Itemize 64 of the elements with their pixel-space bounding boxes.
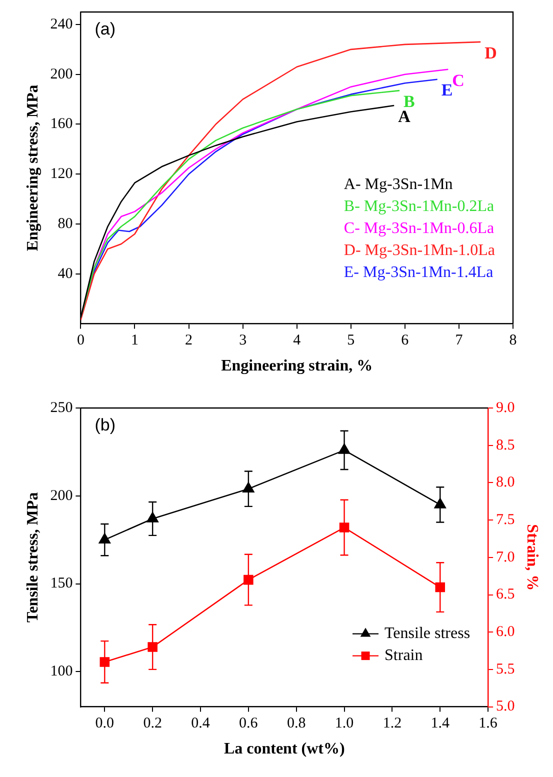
- x-tick-label: 1: [130, 332, 138, 349]
- y-tick-label: 100: [50, 664, 73, 680]
- y2-tick-label: 5.5: [496, 661, 515, 678]
- x-tick-label: 5: [347, 332, 355, 349]
- text: A- Mg-3Sn-1Mn: [344, 176, 453, 194]
- y-tick-label: 40: [58, 266, 73, 282]
- y2-tick-label: 7.5: [496, 512, 515, 528]
- y2-tick-label: 6.5: [496, 586, 515, 603]
- y-tick-label: 250: [50, 400, 73, 416]
- y2-tick-label: 5.0: [496, 698, 515, 715]
- point: [98, 533, 111, 544]
- x-tick-label: 0.2: [143, 716, 162, 732]
- annotation: D: [484, 43, 497, 62]
- x-tick-label: 4: [293, 332, 302, 349]
- point: [435, 582, 446, 592]
- x-tick-label: 1.4: [430, 716, 450, 732]
- y-tick-label: 200: [50, 488, 73, 504]
- point: [148, 642, 158, 652]
- y-tick-label: 80: [58, 216, 73, 232]
- x-tick-label: 1.6: [478, 716, 498, 732]
- text: C- Mg-3Sn-1Mn-0.6La: [344, 220, 494, 238]
- annotation: E: [441, 80, 453, 100]
- point: [338, 444, 350, 454]
- x-tick-label: 1.0: [334, 716, 354, 732]
- text: D- Mg-3Sn-1Mn-1.0La: [344, 242, 495, 260]
- x-tick-label: 8: [509, 332, 517, 349]
- y2-tick-label: 8.5: [496, 437, 515, 454]
- y2-tick-label: 9.0: [496, 400, 515, 416]
- x-tick-label: 0: [76, 332, 84, 349]
- x-tick-label: 2: [185, 332, 193, 349]
- y2-axis-title: Strain, %: [523, 524, 540, 591]
- annotation: (a): [94, 20, 116, 39]
- text: E- Mg-3Sn-1Mn-1.4La: [344, 264, 494, 282]
- x-tick-label: 6: [401, 332, 410, 349]
- y2-tick-label: 6.0: [496, 624, 515, 640]
- annotation: C: [452, 70, 464, 90]
- x-axis-title: La content (wt%): [224, 740, 345, 758]
- annotation: (b): [94, 416, 116, 435]
- x-tick-label: 1.2: [382, 716, 402, 732]
- y-tick-label: 240: [50, 16, 73, 32]
- x-tick-label: 7: [455, 332, 464, 349]
- x-tick-label: 0.6: [239, 716, 258, 732]
- point: [146, 512, 158, 522]
- y-tick-label: 120: [50, 166, 73, 182]
- y-tick-label: 200: [50, 66, 73, 82]
- x-tick-label: 0.4: [191, 716, 210, 732]
- legend-label: Tensile stress: [384, 625, 470, 642]
- text: B- Mg-3Sn-1Mn-0.2La: [344, 198, 494, 216]
- y-axis-title: Tensile stress, MPa: [24, 492, 42, 623]
- y2-tick-label: 7.0: [496, 549, 515, 566]
- y2-tick-label: 8.0: [496, 474, 515, 491]
- point: [434, 498, 446, 508]
- point: [100, 657, 110, 667]
- y-tick-label: 160: [50, 116, 73, 132]
- point: [244, 574, 254, 585]
- x-tick-label: 0.8: [286, 716, 306, 732]
- x-tick-label: 3: [239, 332, 247, 349]
- y-axis-title: Engineering stress, MPa: [24, 84, 42, 252]
- y-tick-label: 150: [50, 576, 73, 592]
- legend-label: Strain: [384, 647, 423, 664]
- point: [339, 522, 350, 532]
- point: [242, 482, 254, 492]
- x-axis-title: Engineering strain, %: [221, 358, 373, 375]
- x-tick-label: 0.0: [95, 716, 114, 732]
